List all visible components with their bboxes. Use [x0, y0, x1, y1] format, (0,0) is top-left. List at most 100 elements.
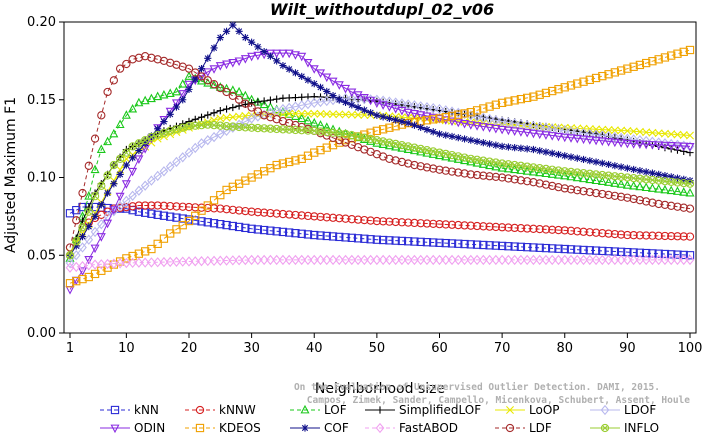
data-point [121, 110, 131, 119]
data-point [85, 222, 93, 231]
data-point [598, 130, 607, 141]
data-point [442, 150, 449, 157]
data-point [685, 254, 695, 266]
data-point [228, 205, 237, 214]
data-point [673, 254, 682, 266]
data-point [391, 105, 401, 114]
data-point [278, 125, 288, 134]
data-point [261, 125, 268, 132]
data-point [573, 245, 582, 254]
data-point [399, 142, 405, 149]
data-point [228, 91, 237, 101]
data-point [360, 133, 369, 142]
data-point [536, 147, 544, 155]
data-point [228, 122, 237, 131]
legend-item-ldof: LDOF [590, 403, 656, 417]
y-tick-label: 0.00 [27, 326, 56, 341]
legend-label: KDEOS [219, 421, 261, 434]
data-point [523, 145, 531, 153]
data-point [78, 232, 87, 241]
data-point [172, 202, 181, 211]
data-point [416, 101, 426, 112]
data-point [90, 134, 100, 143]
data-point [611, 162, 619, 170]
data-point [366, 96, 376, 106]
data-point [516, 242, 526, 252]
data-point [661, 172, 669, 180]
data-point [535, 224, 544, 234]
legend-item-fastabod: FastABOD [365, 421, 458, 434]
data-point [146, 93, 156, 103]
data-point [667, 177, 676, 187]
data-point [460, 119, 470, 129]
data-point [667, 130, 676, 139]
data-point [72, 242, 80, 250]
data-point [197, 113, 206, 121]
data-point [210, 44, 218, 52]
data-point [604, 125, 613, 134]
data-point [229, 123, 236, 130]
data-point [654, 199, 663, 209]
data-point [211, 122, 217, 129]
data-point [134, 257, 144, 268]
watermark-line-2: Campos, Zimek, Sander, Campello, Micenko… [307, 395, 690, 406]
data-point [235, 27, 243, 35]
data-point [328, 254, 338, 266]
data-point [222, 27, 231, 35]
data-point [241, 123, 250, 132]
data-point [679, 232, 688, 241]
data-point [147, 257, 156, 268]
data-point [529, 224, 538, 233]
data-point [241, 206, 250, 216]
data-point [253, 225, 263, 234]
data-point [110, 162, 117, 168]
data-point [460, 169, 469, 178]
data-point [128, 103, 138, 113]
data-point [422, 145, 432, 155]
data-point [378, 254, 388, 266]
data-point [598, 189, 607, 199]
data-point [147, 209, 156, 218]
data-point [403, 108, 413, 118]
data-point [335, 96, 343, 104]
data-point [673, 130, 682, 139]
data-point [635, 140, 645, 150]
data-point [635, 135, 645, 146]
data-point [541, 225, 551, 234]
data-point [497, 254, 507, 266]
data-point [216, 220, 225, 229]
legend-label: kNN [134, 403, 159, 417]
data-point [96, 218, 106, 230]
data-point [192, 122, 199, 129]
legend-label: LDOF [624, 403, 656, 417]
data-point [360, 215, 369, 225]
data-point [273, 126, 280, 132]
data-point [65, 262, 75, 273]
data-point [530, 164, 537, 171]
data-point [479, 222, 488, 231]
data-point [310, 230, 319, 240]
data-point [129, 154, 137, 162]
data-point [535, 167, 545, 177]
data-point [687, 180, 693, 187]
data-point [148, 134, 155, 140]
data-point [215, 128, 225, 140]
data-point [179, 124, 186, 131]
data-point [436, 149, 443, 156]
data-point [648, 128, 657, 137]
data-point [103, 189, 112, 197]
data-point [667, 51, 676, 60]
data-point [467, 136, 475, 144]
data-point [472, 240, 482, 249]
data-point [591, 228, 601, 237]
data-point [535, 90, 544, 99]
data-point [654, 176, 663, 185]
data-point [122, 148, 131, 157]
data-point [309, 117, 319, 127]
data-point [453, 118, 463, 128]
data-point [404, 237, 413, 246]
data-point [630, 175, 637, 182]
data-point [116, 170, 124, 178]
data-point [391, 97, 400, 108]
data-point [103, 219, 113, 229]
